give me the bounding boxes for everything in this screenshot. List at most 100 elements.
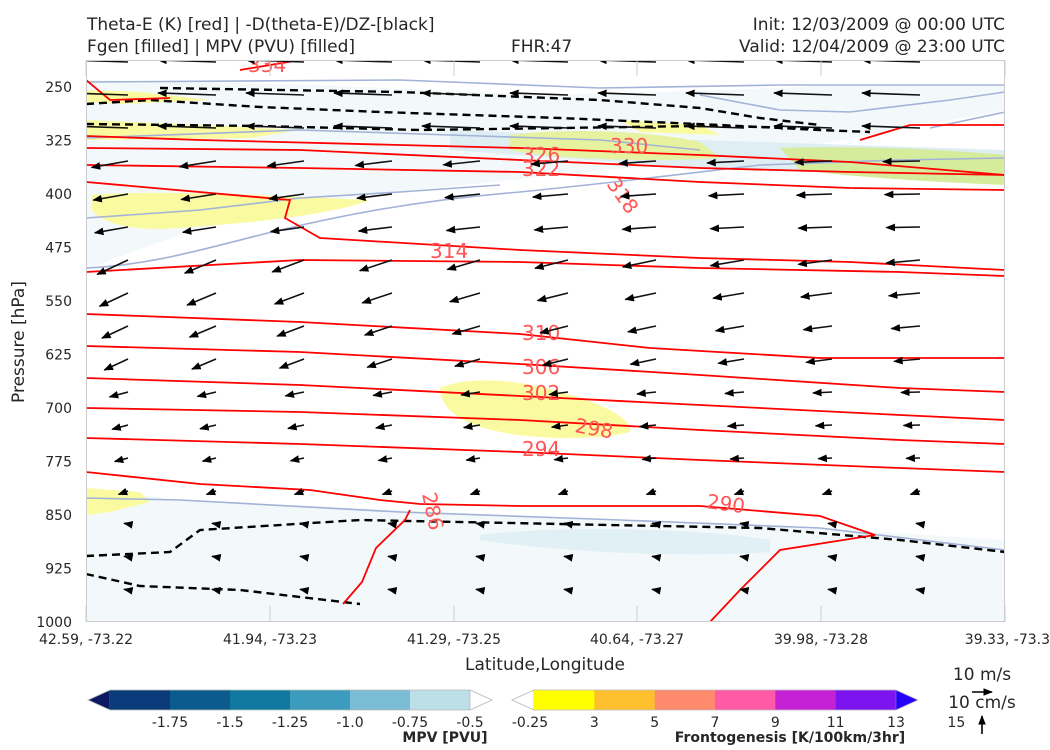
colorbar-segment (594, 690, 656, 710)
wind-vector (358, 259, 393, 272)
wind-vector (541, 358, 569, 367)
wind-vector (890, 323, 921, 332)
wind-vector (157, 122, 217, 131)
wind-vector (909, 487, 921, 496)
wind-vector (530, 159, 569, 168)
fgen-fill-1 (92, 192, 370, 229)
wind-vector (805, 357, 833, 366)
wind-vector (462, 422, 481, 431)
colorbar-tick-label: -0.75 (392, 715, 428, 731)
wind-vector (726, 421, 745, 430)
wind-vector (861, 122, 921, 131)
colorbar-tick-label: -1.0 (336, 715, 363, 731)
y-tick-label: 775 (45, 455, 72, 471)
wind-vector (618, 159, 657, 167)
wind-vector (377, 455, 393, 463)
wind-vector (284, 390, 305, 398)
fgen-colorbar: 3 5 7 9 11 13 15 (511, 689, 965, 731)
wind-vector (712, 292, 745, 301)
wind-vector (201, 455, 217, 463)
wind-vector (799, 292, 833, 300)
colorbar-segment (170, 690, 231, 710)
mpv-fill-lower (86, 488, 1005, 622)
wind-vector (374, 422, 393, 431)
x-axis-label: Latitude,Longitude (465, 655, 625, 675)
theta-e-label-306: 306 (522, 355, 560, 379)
wind-vector (509, 122, 569, 131)
wind-vector (475, 521, 486, 529)
y-tick-label: 325 (45, 134, 72, 150)
wind-vector (86, 92, 129, 96)
wind-vector (451, 325, 481, 336)
wind-vector (421, 122, 481, 131)
wind-vector (509, 89, 569, 98)
x-tick-label: 42.59, -73.22 (39, 632, 133, 648)
wind-vector (361, 292, 393, 304)
wind-vector (531, 192, 569, 201)
wind-vector (469, 487, 481, 496)
wind-vector (475, 587, 486, 595)
wind-vector (651, 554, 662, 562)
wind-vector (90, 160, 129, 170)
wind-vector (356, 193, 393, 202)
wind-vector (381, 487, 393, 496)
static-stability-contours (86, 86, 1005, 606)
fgen-colorbar-label: Frontogenesis [K/100km/3hr] (675, 730, 905, 746)
wind-vector (619, 192, 657, 200)
wind-vector (211, 587, 222, 595)
chart-title-line2: Fgen [filled] | MPV (PVU) [filled] (87, 37, 356, 57)
wind-vector (245, 122, 305, 131)
wind-vector (773, 89, 833, 98)
theta-e-label-322: 322 (522, 157, 560, 181)
wind-vector (638, 421, 657, 430)
wind-vector (211, 521, 222, 529)
wind-vector (621, 259, 657, 269)
wind-vector (827, 587, 838, 595)
y-tick-label: 550 (45, 294, 72, 310)
wind-vector (812, 388, 833, 397)
wind-vector (271, 259, 305, 273)
colorbar-segment (715, 690, 776, 710)
wind-vector (739, 587, 750, 595)
wind-vector (363, 325, 393, 336)
wind-vector (269, 226, 305, 235)
wind-vector (553, 454, 569, 463)
plot-area: 334 330 326 322 318 314 310 306 302 298 … (86, 53, 1005, 622)
chart-title-line1: Theta-E (K) [red] | -D(theta-E)/DZ-[blac… (87, 15, 435, 35)
wind-vector (915, 521, 926, 529)
mpv-colorbar-label: MPV [PVU] (402, 730, 487, 746)
y-tick-label: 625 (45, 348, 72, 364)
wind-ref-horizontal: 10 m/s (953, 665, 1011, 685)
wind-vector (287, 422, 305, 431)
wind-vector (597, 89, 657, 98)
wind-vector (366, 358, 393, 369)
wind-vector (299, 587, 310, 595)
wind-vector (539, 325, 569, 335)
wind-vector (882, 157, 921, 166)
wind-vector (268, 193, 305, 202)
wind-vector (827, 554, 838, 562)
wind-vector (645, 487, 657, 496)
colorbar-outline (87, 689, 493, 711)
colorbar-tick-label: -1.75 (152, 715, 188, 731)
wind-vector (454, 358, 481, 368)
wind-vector (123, 554, 134, 562)
wind-vector (651, 521, 662, 529)
wind-vector (563, 554, 574, 562)
wind-vector (181, 226, 217, 235)
y-tick-label: 925 (45, 562, 72, 578)
y-tick-label: 475 (45, 241, 72, 257)
colorbar-segment (350, 690, 411, 710)
wind-vector (641, 454, 657, 463)
wind-vector (706, 158, 745, 167)
wind-vector (563, 587, 574, 595)
wind-vector (86, 125, 129, 129)
wind-vector (821, 487, 833, 496)
wind-vector (196, 390, 217, 399)
wind-vector (211, 554, 222, 562)
wind-vector (273, 292, 305, 305)
wind-vector (93, 226, 129, 236)
x-tick-label: 39.98, -73.28 (774, 632, 868, 648)
theta-e-label-334: 334 (248, 53, 286, 77)
